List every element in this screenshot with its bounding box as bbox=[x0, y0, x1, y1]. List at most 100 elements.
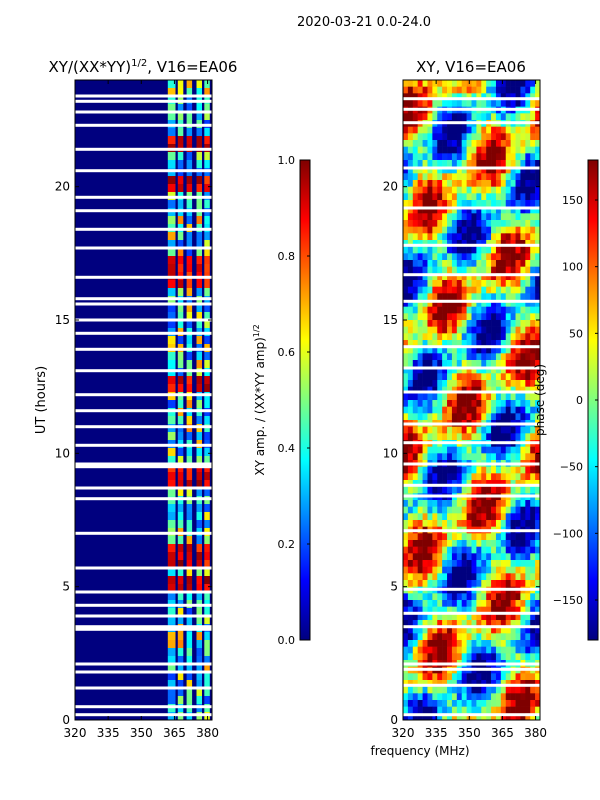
phase-cell bbox=[442, 406, 448, 414]
phase-cell bbox=[495, 293, 502, 301]
phase-cell bbox=[466, 306, 472, 314]
phase-flagged-row bbox=[403, 345, 540, 349]
phase-cell bbox=[471, 273, 477, 281]
amplitude-cell bbox=[167, 160, 176, 168]
phase-cell bbox=[525, 473, 531, 481]
phase-cell bbox=[427, 600, 433, 607]
phase-cell bbox=[407, 360, 414, 367]
phase-cell bbox=[486, 506, 492, 514]
amplitude-cell bbox=[196, 128, 202, 136]
phase-cell bbox=[412, 173, 418, 181]
phase-cell bbox=[476, 166, 482, 174]
phase-cell bbox=[505, 680, 511, 687]
phase-cell bbox=[481, 206, 487, 214]
phase-cell bbox=[515, 386, 521, 394]
phase-cell bbox=[471, 640, 477, 647]
phase-cell bbox=[505, 446, 511, 454]
amplitude-cell bbox=[196, 416, 202, 424]
phase-cell bbox=[495, 620, 502, 627]
phase-cell bbox=[471, 633, 477, 641]
phase-cell bbox=[451, 573, 458, 581]
phase-cell bbox=[456, 186, 463, 194]
phase-cell bbox=[451, 280, 458, 287]
phase-cell bbox=[442, 300, 448, 307]
phase-cell bbox=[495, 86, 502, 94]
phase-cell bbox=[505, 486, 511, 494]
phase-flagged-row bbox=[403, 206, 540, 210]
phase-cell bbox=[432, 406, 438, 414]
phase-cell bbox=[495, 533, 502, 541]
amplitude-cell bbox=[177, 160, 184, 168]
phase-cell bbox=[427, 546, 433, 554]
phase-cell bbox=[495, 200, 502, 207]
phase-cell bbox=[505, 300, 511, 307]
phase-cell bbox=[515, 86, 521, 94]
phase-cell bbox=[447, 193, 453, 201]
phase-cell bbox=[451, 560, 458, 567]
amplitude-cell bbox=[167, 80, 176, 88]
phase-cell bbox=[520, 593, 526, 601]
phase-cell bbox=[495, 506, 502, 514]
amplitude-plot-frame bbox=[74, 79, 213, 721]
phase-cell bbox=[495, 326, 502, 334]
phase-cell bbox=[456, 520, 463, 527]
phase-cell bbox=[495, 600, 502, 607]
phase-cell bbox=[447, 700, 453, 707]
phase-cell bbox=[535, 646, 540, 654]
phase-cell bbox=[491, 580, 497, 587]
phase-cell bbox=[535, 653, 540, 661]
phase-cell bbox=[495, 500, 502, 507]
phase-cell bbox=[466, 273, 472, 281]
phase-cell bbox=[432, 573, 438, 581]
phase-cell bbox=[486, 633, 492, 641]
phase-cell bbox=[422, 200, 428, 207]
phase-cell bbox=[403, 673, 409, 681]
phase-cell bbox=[500, 640, 507, 647]
phase-flagged-row bbox=[403, 662, 540, 666]
phase-cell bbox=[515, 260, 521, 267]
phase-cell bbox=[442, 260, 448, 267]
phase-cell bbox=[495, 266, 502, 274]
phase-cell bbox=[510, 580, 516, 587]
phase-cell bbox=[412, 353, 418, 361]
phase-cell bbox=[525, 673, 531, 681]
phase-cell bbox=[432, 353, 438, 361]
phase-cell bbox=[461, 553, 467, 561]
phase-cell bbox=[481, 226, 487, 234]
phase-cell bbox=[447, 280, 453, 287]
phase-cell bbox=[437, 273, 443, 281]
amplitude-cell bbox=[186, 336, 193, 344]
phase-cell bbox=[476, 640, 482, 647]
phase-cell bbox=[403, 193, 409, 201]
phase-cell bbox=[456, 226, 463, 234]
phase-cell bbox=[515, 713, 521, 720]
phase-cell bbox=[530, 160, 536, 167]
amplitude-cell bbox=[177, 536, 184, 544]
phase-cell bbox=[442, 280, 448, 287]
phase-cell bbox=[476, 613, 482, 621]
phase-cell bbox=[491, 313, 497, 321]
phase-cell bbox=[530, 133, 536, 141]
amplitude-cell bbox=[167, 672, 176, 680]
phase-cell bbox=[451, 273, 458, 281]
phase-cell bbox=[432, 413, 438, 421]
phase-cell bbox=[491, 226, 497, 234]
amplitude-cell bbox=[177, 648, 184, 656]
phase-cell bbox=[486, 306, 492, 314]
phase-cell bbox=[525, 613, 531, 621]
phase-cell bbox=[417, 466, 423, 474]
phase-cell bbox=[437, 686, 443, 694]
phase-cell bbox=[412, 386, 418, 394]
phase-cell bbox=[437, 293, 443, 301]
amplitude-cell bbox=[196, 568, 202, 576]
phase-cell bbox=[505, 193, 511, 201]
phase-cell bbox=[442, 693, 448, 701]
phase-cell bbox=[500, 286, 507, 294]
phase-cell bbox=[495, 540, 502, 547]
phase-cell bbox=[407, 560, 414, 567]
phase-cell bbox=[510, 180, 516, 187]
phase-cell bbox=[407, 113, 414, 121]
phase-cell bbox=[505, 80, 511, 87]
phase-cell bbox=[535, 140, 540, 147]
phase-flagged-row bbox=[403, 667, 540, 671]
